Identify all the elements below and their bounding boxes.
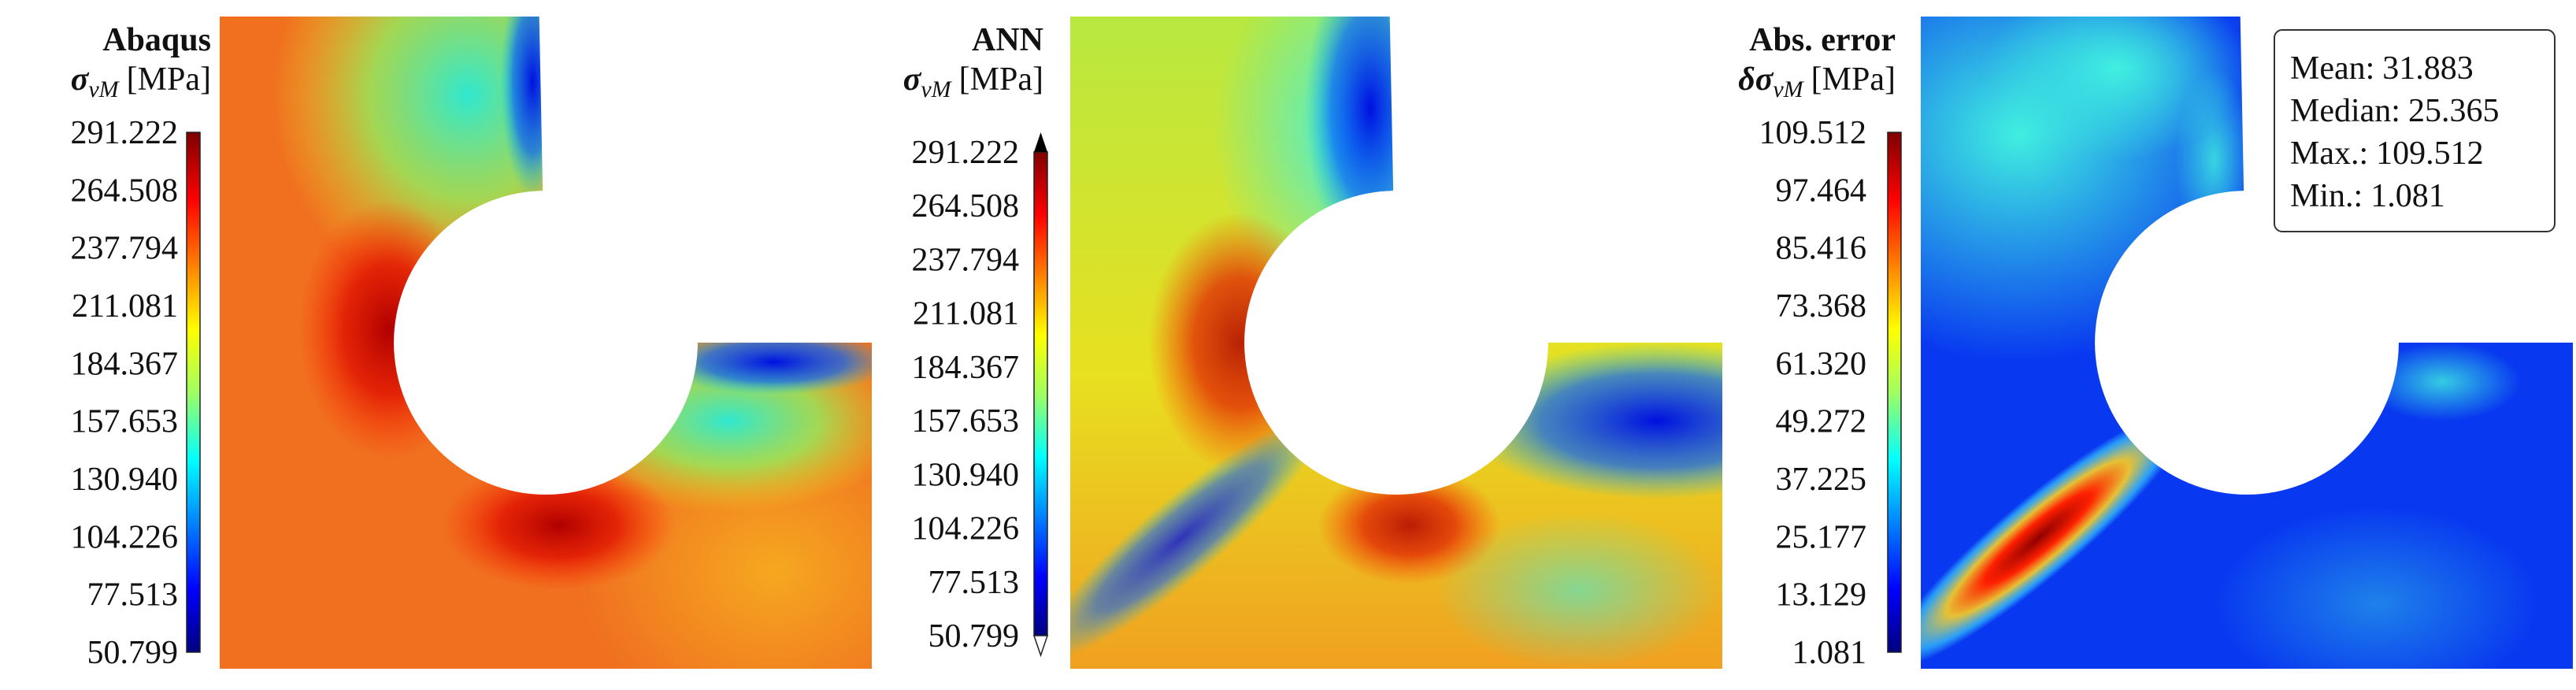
colorbar-tick-label: 157.653 (71, 404, 179, 440)
stats-line: Max.: 109.512 (2290, 135, 2484, 172)
colorbar-tick-label: 130.940 (71, 462, 179, 498)
colorbar-tick-label: 237.794 (71, 231, 179, 267)
stats-value: 1.081 (2370, 178, 2445, 214)
stats-box (2274, 29, 2556, 232)
colorbar-tick-label: 130.940 (912, 457, 1020, 493)
error-field (1921, 17, 2573, 669)
stats-line: Median: 25.365 (2290, 93, 2499, 129)
colorbar-tick-label: 211.081 (913, 296, 1019, 332)
colorbar-arrow-top (1034, 132, 1047, 152)
colorbar-tick-label: 85.416 (1776, 231, 1867, 267)
quantity-subscript: vM (921, 76, 952, 102)
panel-title: Abs. error (1749, 22, 1896, 58)
colorbar-arrow-bottom (1032, 635, 1049, 658)
colorbar-tick-label: 37.225 (1776, 462, 1867, 498)
colorbar-tick-label: 50.799 (87, 635, 179, 671)
colorbar-tick-label: 13.129 (1776, 577, 1867, 614)
colorbar-tick-label: 49.272 (1776, 404, 1867, 440)
quantity-subscript: vM (88, 76, 120, 102)
ann-field (1070, 17, 1722, 669)
stats-value: 109.512 (2376, 135, 2484, 172)
colorbar-tick-label: 109.512 (1759, 115, 1867, 151)
colorbar-tick-label: 237.794 (912, 242, 1020, 278)
colorbar (1887, 132, 1902, 653)
quantity-symbol: δσ (1738, 61, 1774, 98)
colorbar-tick-label: 157.653 (912, 403, 1020, 440)
colorbar-tick-label: 77.513 (928, 565, 1020, 601)
quantity-subscript: vM (1773, 76, 1804, 102)
quantity-unit: [MPa] (1811, 61, 1896, 98)
colorbar (1033, 151, 1048, 636)
quantity-symbol: σ (903, 61, 922, 98)
quantity-unit: [MPa] (127, 61, 211, 98)
abaqus-field (220, 17, 872, 669)
stats-label: Mean: (2290, 50, 2374, 87)
colorbar-tick-label: 104.226 (912, 511, 1020, 547)
stats-label: Max.: (2290, 135, 2368, 172)
colorbar-tick-label: 61.320 (1776, 346, 1867, 382)
colorbar (186, 132, 201, 653)
colorbar-tick-label: 73.368 (1776, 288, 1867, 325)
stats-label: Min.: (2290, 178, 2363, 214)
colorbar-tick-label: 264.508 (912, 188, 1020, 224)
colorbar-tick-label: 50.799 (928, 618, 1020, 655)
colorbar-tick-label: 97.464 (1776, 172, 1867, 209)
quantity-unit: [MPa] (959, 61, 1043, 98)
panel-title: ANN (972, 22, 1043, 58)
colorbar-tick-label: 104.226 (71, 519, 179, 555)
stats-label: Median: (2290, 93, 2400, 129)
stats-line: Min.: 1.081 (2290, 178, 2445, 214)
stats-value: 31.883 (2382, 50, 2474, 87)
quantity-label: σvM [MPa] (903, 61, 1043, 102)
quantity-symbol: σ (71, 61, 90, 98)
quantity-label: σvM [MPa] (71, 61, 211, 102)
stats-line: Mean: 31.883 (2290, 50, 2474, 87)
colorbar-tick-label: 264.508 (71, 172, 179, 209)
stats-value: 25.365 (2408, 93, 2500, 129)
colorbar-tick-label: 211.081 (72, 288, 178, 325)
colorbar-tick-label: 184.367 (71, 346, 179, 382)
colorbar-tick-label: 291.222 (71, 115, 179, 151)
colorbar-tick-label: 25.177 (1776, 519, 1867, 555)
colorbar-tick-label: 77.513 (87, 577, 179, 614)
colorbar-tick-label: 1.081 (1792, 635, 1867, 671)
colorbar-tick-label: 184.367 (912, 350, 1020, 386)
colorbar-tick-label: 291.222 (912, 135, 1020, 171)
panel-title: Abaqus (102, 22, 211, 58)
quantity-label: δσvM [MPa] (1738, 61, 1896, 102)
